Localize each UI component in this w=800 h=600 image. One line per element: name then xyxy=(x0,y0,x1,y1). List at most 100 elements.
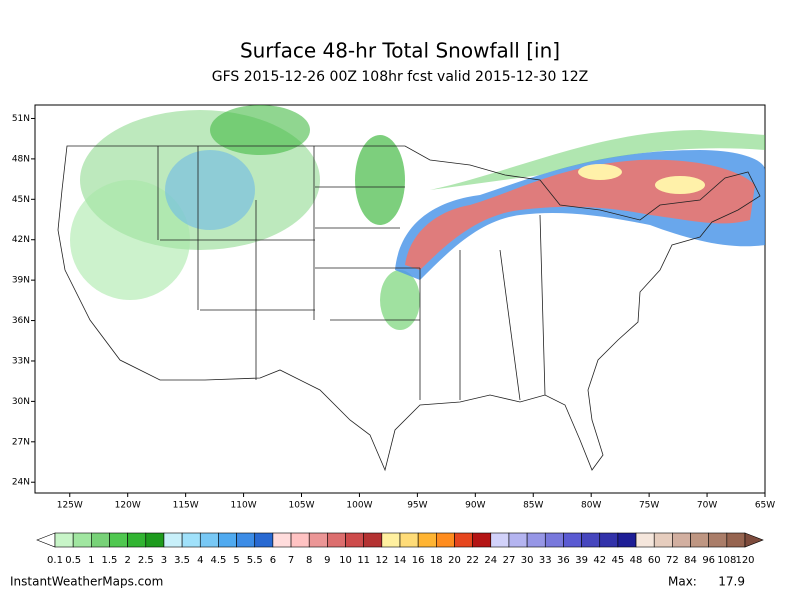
colorbar-box xyxy=(653,532,673,548)
x-tick-label: 85W xyxy=(523,501,543,511)
colorbar-box xyxy=(599,532,619,548)
x-tick-label: 90W xyxy=(465,501,485,511)
colorbar-box xyxy=(272,532,292,548)
x-tick-label: 115W xyxy=(173,501,199,511)
colorbar-box xyxy=(181,532,201,548)
colorbar-label: 22 xyxy=(466,555,479,566)
colorbar-label: 2.5 xyxy=(138,555,154,566)
colorbar-label: 108 xyxy=(717,555,736,566)
colorbar-label: 3.5 xyxy=(174,555,190,566)
y-tick-label: 48N xyxy=(12,154,30,164)
colorbar-label: 5 xyxy=(233,555,239,566)
colorbar-box xyxy=(290,532,310,548)
colorbar-low-arrow xyxy=(36,532,56,548)
colorbar-box xyxy=(381,532,401,548)
colorbar-box xyxy=(345,532,364,548)
colorbar-label: 7 xyxy=(288,555,294,566)
snow-field xyxy=(70,105,765,330)
x-tick-label: 105W xyxy=(288,501,314,511)
colorbar-label: 10 xyxy=(339,555,352,566)
colorbar-label: 0.5 xyxy=(65,555,81,566)
colorbar-label: 0.1 xyxy=(47,555,63,566)
colorbar-box xyxy=(526,532,546,548)
colorbar-box xyxy=(490,532,510,548)
colorbar-box xyxy=(563,532,582,548)
colorbar-box xyxy=(672,532,691,548)
colorbar-box xyxy=(163,532,183,548)
colorbar-label: 5.5 xyxy=(247,555,263,566)
colorbar-box xyxy=(127,532,147,548)
colorbar-label: 27 xyxy=(503,555,516,566)
x-tick-label: 125W xyxy=(57,501,83,511)
max-label: Max: xyxy=(668,575,697,589)
colorbar-box xyxy=(199,532,219,548)
colorbar-box xyxy=(635,532,655,548)
colorbar-box xyxy=(363,532,383,548)
y-tick-label: 30N xyxy=(12,397,30,407)
y-tick-label: 27N xyxy=(12,437,30,447)
colorbar-box xyxy=(308,532,328,548)
colorbar-box xyxy=(454,532,473,548)
y-tick-label: 45N xyxy=(12,195,30,205)
x-tick-label: 80W xyxy=(581,501,601,511)
y-tick-label: 36N xyxy=(12,316,30,326)
colorbar-label: 12 xyxy=(375,555,388,566)
map-subtitle: GFS 2015-12-26 00Z 108hr fcst valid 2015… xyxy=(212,69,589,85)
colorbar-box xyxy=(690,532,709,548)
colorbar-label: 3 xyxy=(161,555,167,566)
colorbar-box xyxy=(254,532,274,548)
map-area xyxy=(34,104,766,494)
colorbar-label: 6 xyxy=(270,555,276,566)
colorbar-label: 84 xyxy=(684,555,697,566)
x-tick-label: 100W xyxy=(346,501,372,511)
y-tick-label: 42N xyxy=(12,235,30,245)
colorbar-high-arrow xyxy=(744,532,764,548)
colorbar-label: 42 xyxy=(593,555,606,566)
x-tick-label: 70W xyxy=(697,501,717,511)
y-tick-label: 39N xyxy=(12,276,30,286)
x-tick-label: 95W xyxy=(407,501,427,511)
colorbar-box xyxy=(581,532,601,548)
colorbar-label: 20 xyxy=(448,555,461,566)
colorbar-label: 45 xyxy=(612,555,625,566)
colorbar-box xyxy=(544,532,564,548)
colorbar-label: 96 xyxy=(702,555,715,566)
colorbar-label: 18 xyxy=(430,555,443,566)
colorbar-label: 2 xyxy=(124,555,130,566)
state-borders xyxy=(157,146,546,401)
colorbar-box xyxy=(145,532,165,548)
source-label: InstantWeatherMaps.com xyxy=(10,575,163,589)
y-tick-label: 33N xyxy=(12,356,30,366)
map-title: Surface 48-hr Total Snowfall [in] xyxy=(240,39,560,63)
x-tick-label: 65W xyxy=(755,501,775,511)
colorbar-label: 11 xyxy=(357,555,370,566)
y-tick-label: 51N xyxy=(12,114,30,124)
colorbar-label: 4.5 xyxy=(210,555,226,566)
colorbar-box xyxy=(708,532,728,548)
colorbar-box xyxy=(472,532,492,548)
colorbar-label: 36 xyxy=(557,555,570,566)
colorbar-label: 8 xyxy=(306,555,312,566)
colorbar-label: 120 xyxy=(735,555,754,566)
colorbar-label: 16 xyxy=(412,555,425,566)
colorbar-box xyxy=(236,532,256,548)
colorbar-label: 72 xyxy=(666,555,679,566)
colorbar-box xyxy=(72,532,92,548)
y-tick-label: 24N xyxy=(12,478,30,488)
max-value: 17.9 xyxy=(718,575,745,589)
colorbar-box xyxy=(54,532,74,548)
colorbar-label: 1 xyxy=(88,555,94,566)
x-tick-label: 110W xyxy=(231,501,257,511)
colorbar-box xyxy=(218,532,237,548)
colorbar: 0.1 0.5 1 1.5 2 2.5 3 3.5 4 4.5 5 5.5 6 7 8 9 10 11 12 14 16… xyxy=(36,532,764,566)
colorbar-label: 1.5 xyxy=(102,555,118,566)
colorbar-label: 60 xyxy=(648,555,661,566)
x-tick-label: 120W xyxy=(115,501,141,511)
colorbar-box xyxy=(91,532,110,548)
colorbar-box xyxy=(327,532,346,548)
colorbar-box xyxy=(417,532,437,548)
colorbar-box xyxy=(726,532,746,548)
colorbar-box xyxy=(399,532,419,548)
colorbar-label: 33 xyxy=(539,555,552,566)
